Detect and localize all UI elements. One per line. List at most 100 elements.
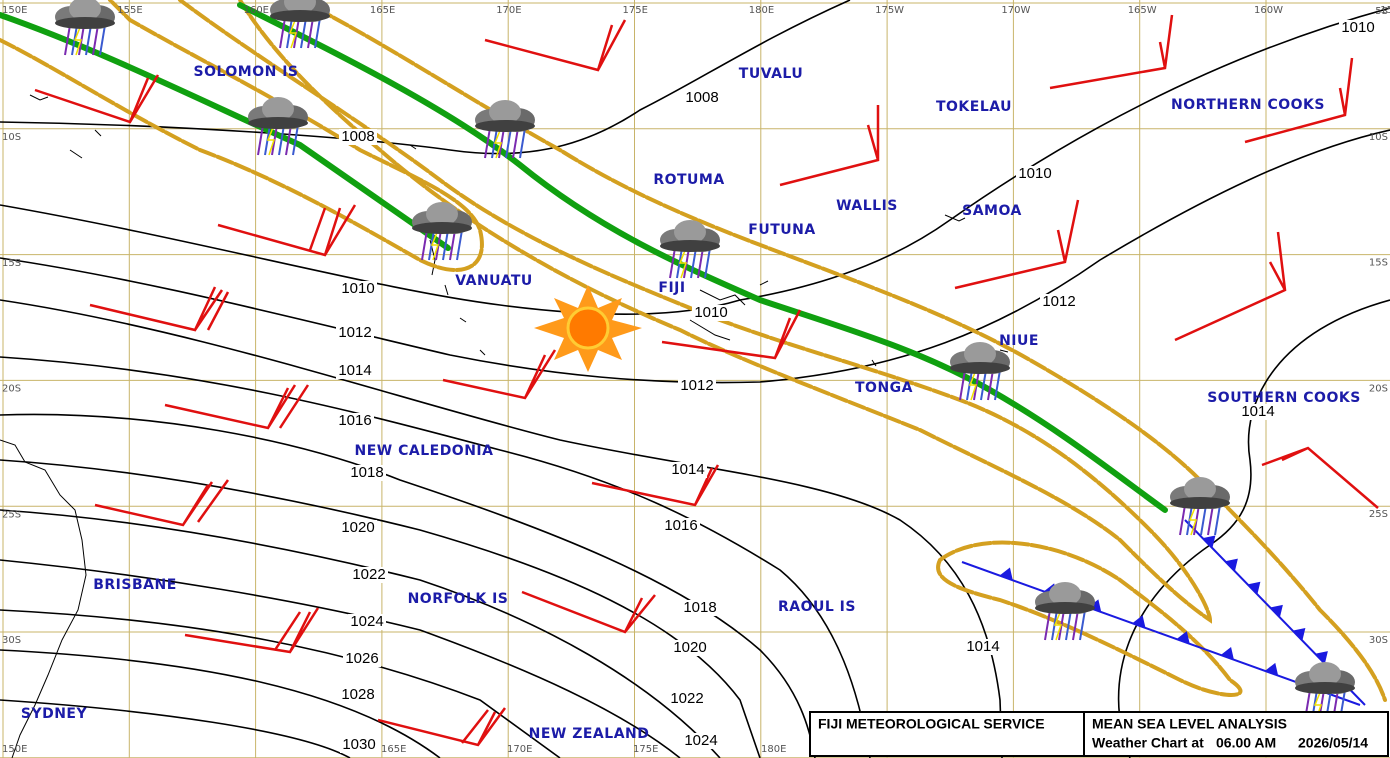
front-triangle [1315, 651, 1328, 664]
isobar-label-bg [339, 129, 377, 145]
cloud-base [248, 117, 308, 129]
latitude-label: 10S [2, 132, 21, 143]
isobar-label-bg [1239, 404, 1277, 420]
troughs [0, 2, 1168, 513]
rain-streak [1214, 504, 1221, 536]
isobar-label-bg [348, 465, 386, 481]
lightning [1188, 504, 1198, 536]
longitude-label: 165E [381, 744, 406, 755]
rain-streak [484, 127, 491, 159]
isobar-label-bg [339, 687, 377, 703]
trough-line [237, 2, 1168, 513]
place-name: NEW CALEDONIA [355, 443, 494, 459]
isobar-label-bg [682, 733, 720, 749]
cloud-base [1035, 602, 1095, 614]
isobar-label-bg [964, 639, 1002, 655]
isobar-label: 1016 [338, 412, 371, 429]
isobar [1117, 299, 1390, 758]
isobar-label-bg [1339, 20, 1377, 36]
place-name: FUTUNA [748, 222, 815, 238]
rain-streak [278, 124, 285, 156]
isobar-label-bg [678, 378, 716, 394]
sun-disc [566, 306, 610, 350]
rain-streak [994, 369, 1001, 401]
isobar [0, 699, 351, 758]
place-name: WALLIS [836, 198, 898, 214]
front-triangle [1270, 604, 1283, 618]
isobar-label-bg [339, 281, 377, 297]
wind-barb [442, 349, 557, 400]
longitude-label: 165W [1128, 5, 1157, 16]
place-name: ROTUMA [653, 172, 724, 188]
cloud-puff [262, 97, 294, 121]
rain-streak [1044, 609, 1051, 641]
isobar-label: 1020 [673, 639, 706, 656]
longitude-label: 150E [2, 744, 27, 755]
isobar-label: 1014 [338, 362, 371, 379]
wind-barb [164, 384, 310, 430]
longitude-label: 160E [244, 5, 269, 16]
place-name: SOUTHERN COOKS [1207, 390, 1361, 406]
cloud-puff [964, 342, 996, 366]
latitude-label: 15S [1369, 258, 1388, 269]
isobar-label: 1016 [664, 517, 697, 534]
rain-streak [519, 127, 526, 159]
isobar-label: 1012 [338, 324, 371, 341]
storm-icon [660, 220, 720, 279]
cloud-puff [69, 0, 101, 21]
place-name: NORTHERN COOKS [1171, 97, 1325, 113]
isobar-label-bg [662, 518, 700, 534]
place-name: SAMOA [962, 203, 1022, 219]
cloud-puff [674, 220, 706, 244]
isobar-label: 1024 [684, 732, 717, 749]
chart-time: 06.00 AM [1216, 735, 1276, 751]
wind-barb [89, 286, 230, 332]
cloud-puff [1184, 477, 1216, 501]
wind-barb [779, 105, 880, 187]
longitude-label: 175W [875, 5, 904, 16]
rain-streak [1207, 504, 1214, 536]
isobar-label-bg [339, 520, 377, 536]
place-name: RAOUL IS [778, 599, 856, 615]
isobar-label: 1018 [683, 599, 716, 616]
chart-label: Weather Chart at [1092, 735, 1204, 751]
longitude-label: 170E [496, 5, 521, 16]
rain-streak [704, 247, 711, 279]
isobar-label: 1026 [345, 650, 378, 667]
wind-barb [1261, 446, 1379, 509]
isobar [0, 459, 761, 758]
rain-streak [1072, 609, 1079, 641]
front-triangle [1088, 599, 1102, 613]
isobar-label: 1018 [350, 464, 383, 481]
isobar [0, 649, 441, 758]
wind-barb [34, 74, 160, 124]
isobar-label: 1008 [685, 89, 718, 106]
rain-streak [421, 229, 428, 261]
isobar-label-bg [336, 363, 374, 379]
wind-barb [591, 464, 720, 507]
place-name: VANUATU [455, 273, 533, 289]
isobar-label: 1022 [670, 690, 703, 707]
isobar [739, 7, 1390, 301]
front-triangle [1225, 558, 1238, 572]
isobar [0, 509, 721, 758]
isobar-label: 1010 [341, 280, 374, 297]
longitude-label: 155E [117, 5, 142, 16]
isobar-label: 1022 [352, 566, 385, 583]
rain-streak [1079, 609, 1086, 641]
rain-streak [987, 369, 994, 401]
rain-streak [449, 229, 456, 261]
cloud-base [950, 362, 1010, 374]
latitude-label: 25S [1369, 509, 1388, 520]
wind-barb [1174, 231, 1287, 342]
place-name: SYDNEY [21, 706, 88, 722]
longitude-label: 150E [2, 5, 27, 16]
footer-frame [809, 711, 1389, 757]
longitude-label: 175E [623, 5, 648, 16]
latitude-label: 30S [2, 635, 21, 646]
storm-icon [475, 100, 535, 159]
cloud-base [55, 17, 115, 29]
rain-streak [980, 369, 987, 401]
